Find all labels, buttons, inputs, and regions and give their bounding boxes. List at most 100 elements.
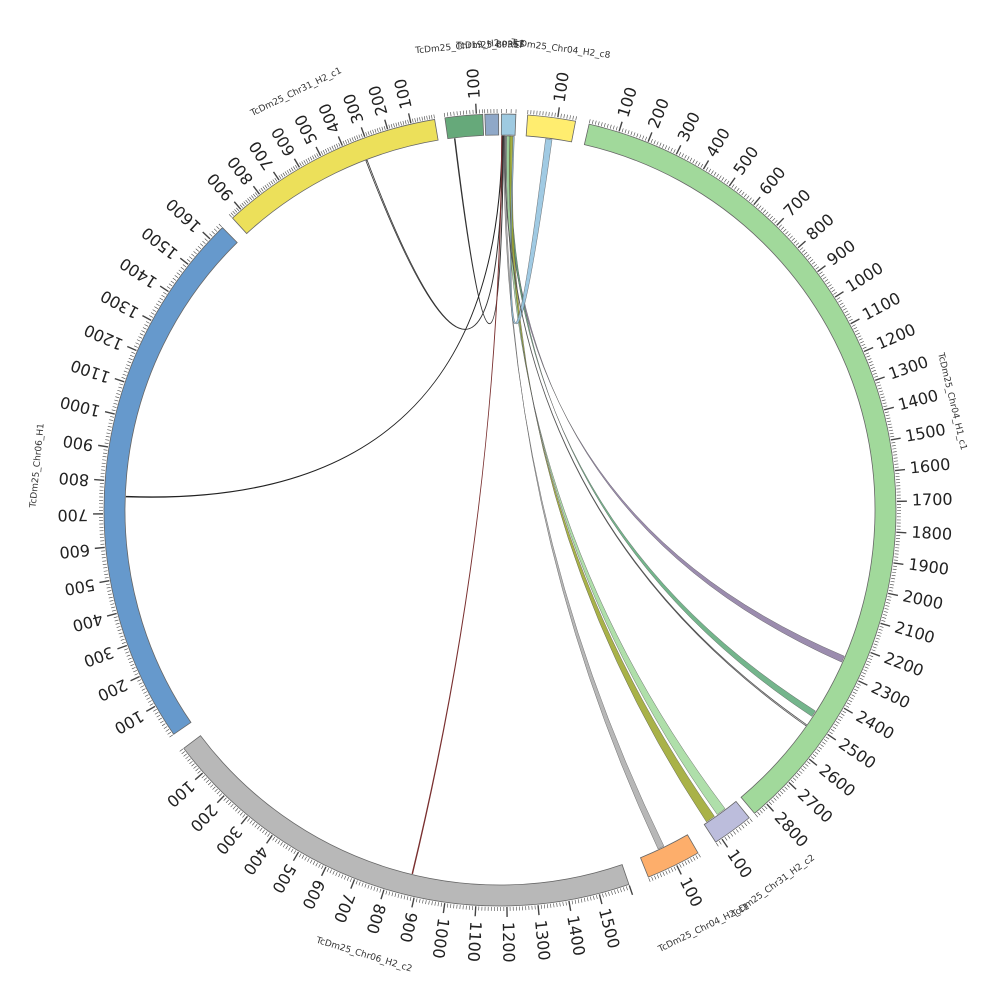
minor-tick — [615, 126, 618, 131]
link-hBPREF-to-h06c2-9 — [411, 135, 503, 875]
tick-label: 2300 — [868, 678, 913, 713]
link-hBPREF-to-h19-7 — [453, 135, 504, 324]
minor-tick — [778, 224, 782, 228]
minor-tick — [884, 411, 889, 414]
minor-tick — [861, 343, 866, 347]
minor-tick — [881, 620, 886, 622]
minor-tick — [653, 140, 656, 145]
minor-tick — [859, 677, 864, 681]
minor-tick — [882, 617, 887, 619]
ideogram-hBPREF[interactable] — [500, 113, 517, 136]
ideogram-h06c2[interactable] — [183, 735, 630, 907]
major-tick — [292, 851, 300, 862]
minor-tick — [110, 603, 115, 605]
chrom-name-hBPREF: BPREF — [496, 40, 525, 51]
minor-tick — [216, 226, 220, 230]
minor-tick — [785, 231, 789, 235]
minor-tick — [692, 856, 696, 861]
minor-tick — [651, 876, 654, 881]
ticks-layer — [93, 103, 907, 917]
minor-tick — [138, 336, 143, 339]
minor-tick — [108, 596, 113, 599]
link-hBPREF-to-h04c1b-4 — [503, 135, 665, 850]
minor-tick — [852, 691, 857, 695]
minor-tick — [191, 253, 195, 257]
minor-tick — [755, 203, 759, 207]
minor-tick — [115, 396, 120, 399]
minor-tick — [583, 897, 586, 902]
major-tick — [702, 160, 710, 170]
minor-tick — [820, 744, 824, 747]
ideogram-h06[interactable] — [103, 226, 238, 735]
minor-tick — [892, 565, 898, 567]
minor-tick — [251, 195, 255, 199]
minor-tick — [140, 685, 145, 688]
minor-tick — [865, 663, 870, 666]
minor-tick — [264, 831, 268, 836]
minor-tick — [103, 570, 108, 572]
minor-tick — [178, 269, 183, 273]
minor-tick — [123, 370, 128, 373]
ideogram-h31c1[interactable] — [231, 118, 439, 235]
minor-tick — [888, 426, 893, 429]
minor-tick — [858, 338, 863, 341]
minor-tick — [864, 666, 869, 669]
major-tick — [126, 345, 137, 352]
minor-tick — [783, 228, 787, 233]
minor-tick — [104, 573, 109, 576]
minor-tick — [818, 746, 822, 750]
tick-label: 900 — [823, 236, 859, 270]
minor-tick — [102, 459, 107, 461]
ideogram-h31c2[interactable] — [703, 800, 750, 843]
minor-tick — [138, 682, 143, 685]
minor-tick — [886, 417, 891, 420]
minor-tick — [113, 616, 118, 619]
minor-tick — [875, 637, 880, 640]
minor-tick — [107, 429, 112, 431]
minor-tick — [400, 894, 403, 899]
tick-label: 900 — [396, 910, 421, 944]
minor-tick — [799, 770, 803, 774]
minor-tick — [838, 299, 842, 303]
ideogram-h19[interactable] — [444, 113, 485, 140]
minor-tick — [566, 114, 568, 119]
minor-tick — [784, 786, 788, 790]
ideogram-h04c8[interactable] — [525, 114, 577, 143]
minor-tick — [144, 694, 149, 697]
minor-tick — [807, 256, 812, 260]
minor-tick — [662, 871, 665, 876]
minor-tick — [735, 828, 739, 833]
minor-tick — [565, 901, 567, 906]
minor-tick — [242, 814, 246, 818]
minor-tick — [744, 822, 748, 827]
minor-tick — [621, 128, 624, 133]
major-tick — [106, 612, 117, 617]
minor-tick — [687, 156, 690, 161]
tick-label: 200 — [365, 83, 392, 118]
major-tick — [858, 680, 868, 686]
minor-tick — [878, 387, 883, 390]
minor-tick — [575, 116, 577, 121]
minor-tick — [874, 375, 879, 378]
minor-tick — [183, 753, 187, 757]
minor-tick — [872, 646, 877, 649]
minor-tick — [705, 167, 709, 171]
major-tick — [350, 879, 356, 889]
minor-tick — [659, 142, 662, 147]
minor-tick — [769, 215, 773, 220]
ideogram-h04c1b[interactable] — [639, 834, 699, 878]
minor-tick — [891, 445, 896, 447]
minor-tick — [195, 248, 199, 252]
ideogram-h04c1[interactable] — [583, 123, 897, 814]
minor-tick — [758, 205, 762, 209]
minor-tick — [892, 451, 897, 453]
minor-tick — [727, 835, 731, 839]
minor-tick — [877, 631, 882, 634]
minor-tick — [832, 726, 837, 730]
minor-tick — [780, 226, 785, 230]
ideogram-hc03[interactable] — [484, 113, 500, 136]
minor-tick — [624, 129, 627, 134]
major-tick — [537, 905, 540, 916]
major-tick — [384, 119, 389, 130]
